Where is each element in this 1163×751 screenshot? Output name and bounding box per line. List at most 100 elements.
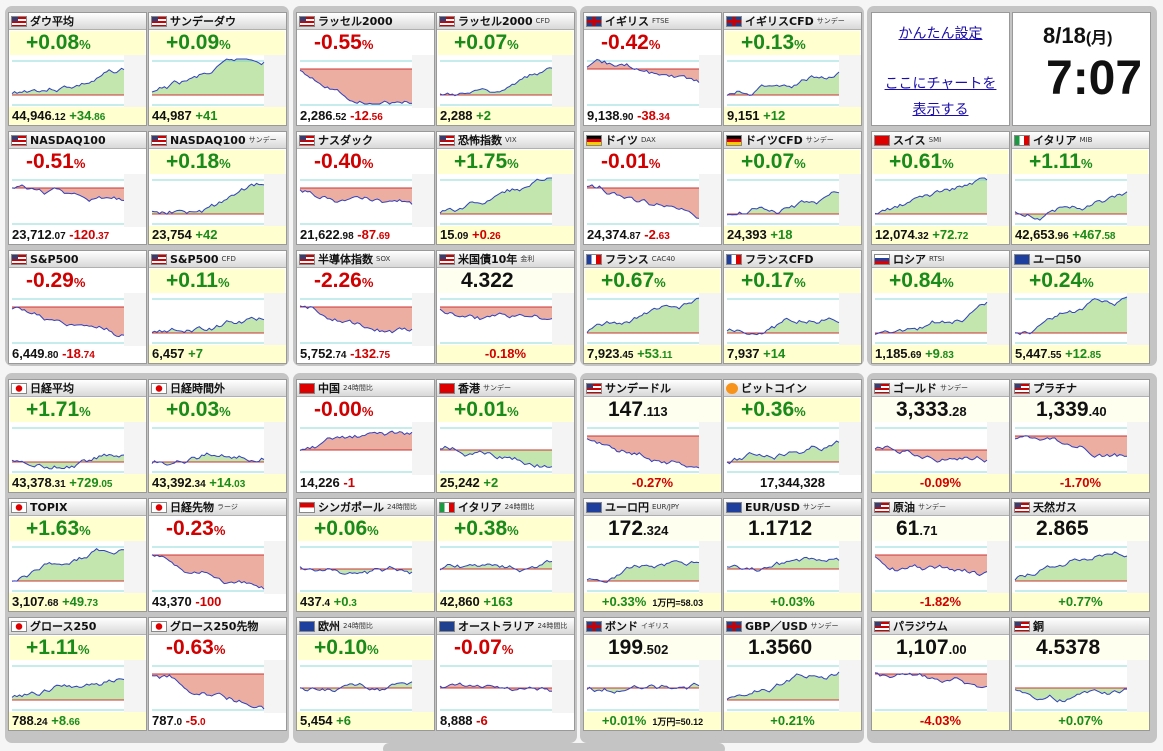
market-tile[interactable]: NASDAQ100 サンデー +0.18% 23,754 +42 — [148, 131, 287, 245]
market-tile[interactable]: 恐怖指数 VIX +1.75% 15.09 +0.26 — [436, 131, 575, 245]
tile-header: フランスCFD — [724, 251, 861, 268]
change-main: +0.24 — [1029, 269, 1083, 292]
tile-subtitle: 24時間比 — [504, 503, 535, 511]
add-chart-link[interactable]: ここにチャートを 表示する — [872, 71, 1009, 123]
market-tile[interactable]: ビットコイン +0.36% 17,344,328 — [723, 379, 862, 493]
tile-title: フランスCFD — [745, 253, 814, 266]
tile-header: S&P500 — [9, 251, 146, 268]
mini-chart-svg — [585, 55, 721, 108]
price-value: 4.5378 — [1013, 636, 1148, 660]
market-tile[interactable]: ダウ平均 +0.08% 44,946.12 +34.86 — [8, 12, 147, 126]
market-tile[interactable]: 中国 24時間比 -0.00% 14,226 -1 — [296, 379, 435, 493]
tile-subtitle: サンデー — [248, 136, 277, 144]
current-main: 6,449 — [12, 346, 45, 361]
chart-axis-bg — [412, 422, 434, 475]
market-tile[interactable]: オーストラリア 24時間比 -0.07% 8,888 -6 — [436, 617, 575, 731]
market-tile[interactable]: TOPIX +1.63% 3,107.68 +49.73 — [8, 498, 147, 612]
market-tile[interactable]: 香港 サンデー +0.01% 25,242 +2 — [436, 379, 575, 493]
clock-day-of-week: (月) — [1085, 30, 1113, 47]
tile-subtitle: CAC40 — [651, 255, 676, 263]
tile-title: EUR/USD — [745, 500, 800, 514]
change-unit: % — [361, 404, 374, 419]
market-tile[interactable]: 日経時間外 +0.03% 43,392.34 +14.03 — [148, 379, 287, 493]
change-percent: +0.24% — [1013, 269, 1148, 293]
market-tile[interactable]: 欧州 24時間比 +0.10% 5,454 +6 — [296, 617, 435, 731]
market-tile[interactable]: イギリスCFD サンデー +0.13% 9,151 +12 — [723, 12, 862, 126]
tile-header: 日経先物 ラージ — [149, 499, 286, 516]
market-tile[interactable]: サンデードル 147.113 -0.27% — [583, 379, 722, 493]
market-tile[interactable]: フランスCFD +0.17% 7,937 +14 — [723, 250, 862, 364]
price-main: 4.322 — [461, 269, 514, 292]
market-tile[interactable]: 日経平均 +1.71% 43,378.31 +729.05 — [8, 379, 147, 493]
chart-line — [299, 565, 413, 575]
add-chart-link-line1[interactable]: ここにチャートを — [884, 76, 997, 92]
market-tile[interactable]: ロシア RTSI +0.84% 1,185.69 +9.83 — [871, 250, 1010, 364]
market-tile[interactable]: イギリス FTSE -0.42% 9,138.90 -38.34 — [583, 12, 722, 126]
market-tile[interactable]: 半導体指数 SOX -2.26% 5,752.74 -132.75 — [296, 250, 435, 364]
point-change: +12.85 — [1065, 346, 1101, 361]
market-tile[interactable]: パラジウム 1,107.00 -4.03% — [871, 617, 1010, 731]
tile-footer: 17,344,328 — [724, 474, 861, 492]
us-flag-icon — [874, 382, 890, 394]
market-tile[interactable]: 銅 4.5378 +0.07% — [1011, 617, 1150, 731]
tile-title: S&P500 — [170, 252, 219, 266]
market-tile[interactable]: イタリア 24時間比 +0.38% 42,860 +163 — [436, 498, 575, 612]
market-tile[interactable]: GBP／USD サンデー 1.3560 +0.21% — [723, 617, 862, 731]
current-main: 788 — [12, 713, 34, 728]
point-change-main: +41 — [195, 108, 218, 123]
market-tile[interactable]: ラッセル2000 -0.55% 2,286.52 -12.56 — [296, 12, 435, 126]
market-tile[interactable]: ドイツ DAX -0.01% 24,374.87 -2.63 — [583, 131, 722, 245]
price-fraction: .324 — [643, 523, 669, 538]
change-percent: +0.07% — [1058, 713, 1103, 728]
market-tile[interactable]: S&P500 CFD +0.11% 6,457 +7 — [148, 250, 287, 364]
chart-line — [1014, 191, 1128, 221]
market-tile[interactable]: 米国債10年 金利 4.322 -0.18% — [436, 250, 575, 364]
price-main: 1,339 — [1036, 398, 1089, 421]
market-tile[interactable]: ユーロ50 +0.24% 5,447.55 +12.85 — [1011, 250, 1150, 364]
market-tile[interactable]: サンデーダウ +0.09% 44,987 +41 — [148, 12, 287, 126]
chart-line — [726, 71, 840, 96]
point-change-main: -120 — [69, 227, 96, 242]
tile-footer: 43,392.34 +14.03 — [149, 474, 286, 492]
market-tile[interactable]: 日経先物 ラージ -0.23% 43,370 -100 — [148, 498, 287, 612]
current-main: 21,622 — [300, 227, 340, 242]
current-fraction: .07 — [51, 231, 66, 242]
market-tile[interactable]: スイス SMI +0.61% 12,074.32 +72.72 — [871, 131, 1010, 245]
market-tile[interactable]: NASDAQ100 -0.51% 23,712.07 -120.37 — [8, 131, 147, 245]
mini-chart-svg — [150, 541, 286, 594]
market-tile[interactable]: イタリア MIB +1.11% 42,653.96 +467.58 — [1011, 131, 1150, 245]
market-tile[interactable]: 天然ガス 2.865 +0.77% — [1011, 498, 1150, 612]
current-main: 44,946 — [12, 108, 52, 123]
market-tile[interactable]: S&P500 -0.29% 6,449.80 -18.74 — [8, 250, 147, 364]
simple-settings-link[interactable]: かんたん設定 — [898, 26, 983, 42]
market-tile[interactable]: ドイツCFD サンデー +0.07% 24,393 +18 — [723, 131, 862, 245]
change-main: -0.29 — [26, 269, 74, 292]
chart-axis-bg — [412, 55, 434, 108]
market-tile[interactable]: ボンド イギリス 199.502 +0.01% 1万円=50.12 — [583, 617, 722, 731]
market-tile[interactable]: ゴールド サンデー 3,333.28 -0.09% — [871, 379, 1010, 493]
market-tile[interactable]: EUR/USD サンデー 1.1712 +0.03% — [723, 498, 862, 612]
market-tile[interactable]: ラッセル2000 CFD +0.07% 2,288 +2 — [436, 12, 575, 126]
mini-chart — [725, 541, 861, 594]
tile-title: ユーロ50 — [1033, 253, 1082, 266]
price-main: 1.1712 — [748, 517, 813, 540]
change-unit: % — [794, 37, 806, 52]
tile-header: サンデーダウ — [149, 13, 286, 30]
mini-chart — [585, 293, 721, 346]
market-tile[interactable]: 原油 サンデー 61.71 -1.82% — [871, 498, 1010, 612]
chart-axis-bg — [987, 660, 1009, 713]
market-tile[interactable]: シンガポール 24時間比 +0.06% 437.4 +0.3 — [296, 498, 435, 612]
market-tile[interactable]: グロース250先物 -0.63% 787.0 -5.0 — [148, 617, 287, 731]
market-tile[interactable]: ナスダック -0.40% 21,622.98 -87.69 — [296, 131, 435, 245]
add-chart-link-line2[interactable]: 表示する — [912, 102, 969, 118]
chart-line — [874, 177, 988, 215]
point-change: +6 — [336, 713, 351, 728]
tile-header: 恐怖指数 VIX — [437, 132, 574, 149]
chart-area — [12, 548, 124, 582]
market-tile[interactable]: グロース250 +1.11% 788.24 +8.66 — [8, 617, 147, 731]
price-value: 3,333.28 — [873, 398, 1008, 422]
point-change: -2.63 — [644, 227, 669, 242]
market-tile[interactable]: プラチナ 1,339.40 -1.70% — [1011, 379, 1150, 493]
market-tile[interactable]: ユーロ円 EUR/JPY 172.324 +0.33% 1万円=58.03 — [583, 498, 722, 612]
market-tile[interactable]: フランス CAC40 +0.67% 7,923.45 +53.11 — [583, 250, 722, 364]
